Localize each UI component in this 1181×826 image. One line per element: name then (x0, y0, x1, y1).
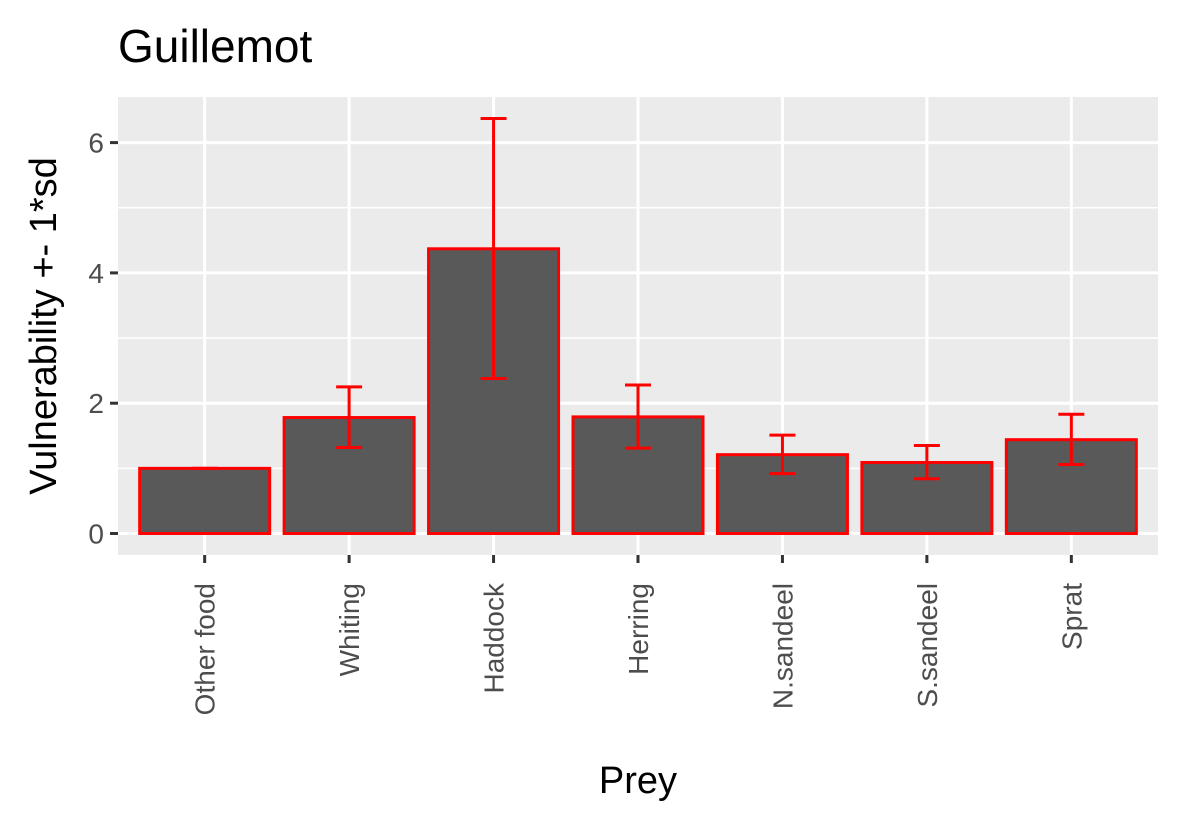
x-tick-label-n-sandeel: N.sandeel (767, 583, 798, 709)
x-axis-title: Prey (599, 760, 677, 802)
y-tick-label: 2 (88, 388, 104, 419)
y-axis: 0 2 4 6 (88, 128, 118, 550)
x-tick-label-sprat: Sprat (1056, 583, 1087, 650)
errorbar-s-sandeel (913, 444, 940, 481)
x-tick-label-whiting: Whiting (334, 583, 365, 676)
x-axis: Other food Whiting Haddock Herring N.sandeel… (190, 555, 1087, 715)
error-bars (191, 116, 1085, 481)
y-tick-label: 4 (88, 258, 104, 289)
x-tick-label-s-sandeel: S.sandeel (912, 583, 943, 708)
y-tick-label: 0 (88, 519, 104, 550)
chart-title: Guillemot (118, 20, 313, 72)
y-axis-title: Vulnerability +- 1*sd (23, 157, 65, 495)
bars (138, 247, 1138, 536)
errorbar-sprat (1058, 412, 1085, 466)
errorbar-herring (625, 383, 651, 450)
errorbar-whiting (336, 385, 363, 450)
y-tick-label: 6 (88, 128, 104, 159)
bar-whiting (282, 416, 416, 536)
x-tick-label-haddock: Haddock (479, 582, 510, 694)
x-tick-label-herring: Herring (623, 583, 654, 675)
errorbar-haddock (480, 116, 507, 380)
x-tick-label-other-food: Other food (190, 583, 221, 715)
errorbar-n-sandeel (769, 433, 796, 476)
bar-other-food (138, 466, 272, 536)
